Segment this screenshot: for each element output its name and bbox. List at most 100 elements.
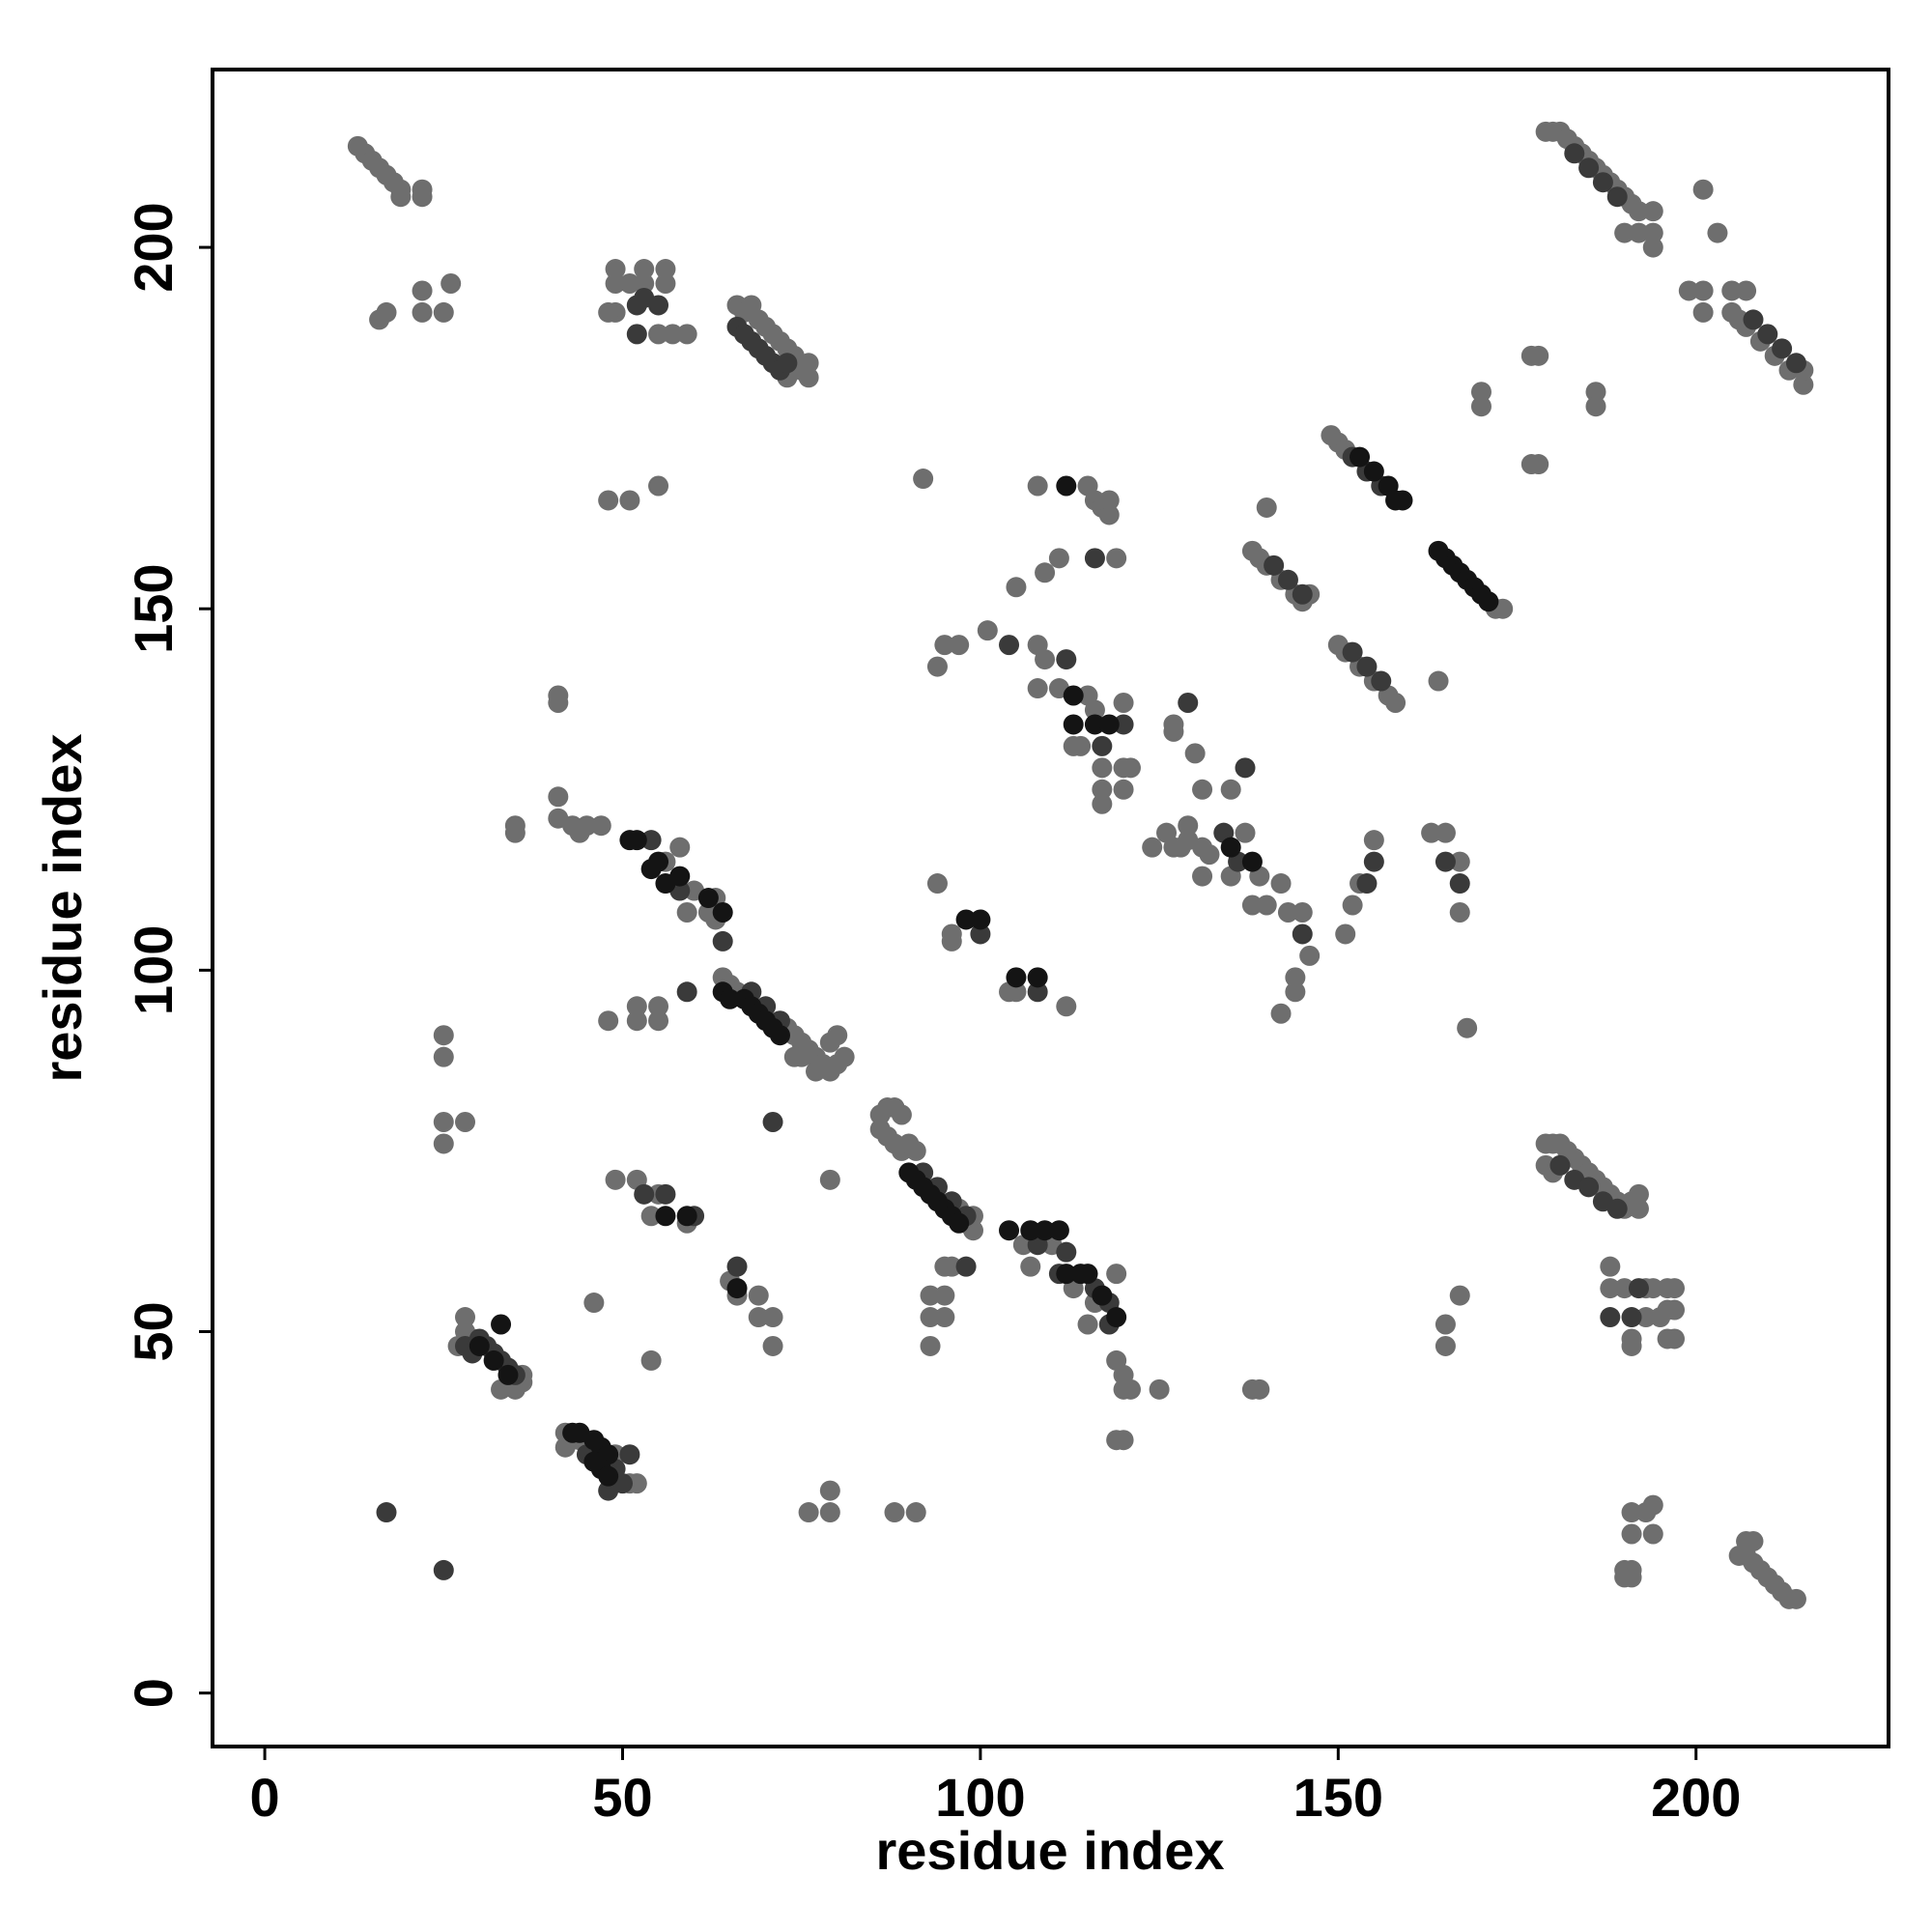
contact-point	[1363, 461, 1384, 482]
contact-point	[1006, 981, 1027, 1003]
contact-point	[1350, 446, 1371, 468]
contact-point	[1098, 504, 1120, 526]
contact-point	[1363, 851, 1384, 872]
contact-point	[1642, 1278, 1663, 1299]
contact-point	[1721, 280, 1743, 301]
contact-point	[1663, 1328, 1685, 1350]
contact-point	[1220, 779, 1241, 800]
contact-point	[1578, 1177, 1600, 1198]
contact-point	[1120, 1378, 1141, 1400]
contact-point	[1549, 1154, 1571, 1176]
contact-point	[1435, 851, 1456, 872]
contact-point	[1092, 793, 1113, 814]
contact-point	[1356, 656, 1378, 677]
contact-point	[376, 1502, 397, 1523]
contact-point	[769, 1025, 790, 1046]
contact-point	[697, 888, 719, 909]
contact-point	[1020, 1220, 1041, 1241]
contact-point	[1106, 1264, 1127, 1285]
contact-point	[934, 1285, 955, 1306]
contact-point	[1470, 382, 1492, 403]
contact-point	[1235, 822, 1256, 843]
contact-point	[970, 909, 991, 930]
contact-point	[1642, 1494, 1663, 1516]
contact-point	[1356, 873, 1378, 895]
contact-point	[1678, 280, 1699, 301]
contact-point	[676, 901, 697, 923]
contact-point	[412, 280, 433, 301]
contact-point	[748, 1307, 769, 1328]
contact-point	[455, 1307, 476, 1328]
contact-point	[1092, 735, 1113, 756]
contact-point	[1098, 714, 1120, 735]
contact-point	[605, 259, 626, 280]
contact-point	[891, 1104, 912, 1125]
plot-frame	[211, 68, 1890, 1748]
contact-point	[1335, 923, 1356, 945]
contact-point	[590, 815, 611, 837]
contact-point	[1457, 1017, 1478, 1038]
contact-point	[1235, 757, 1256, 779]
contact-point	[1163, 721, 1184, 742]
contact-point	[1063, 685, 1084, 706]
contact-point	[1035, 562, 1056, 583]
contact-point	[1077, 1264, 1098, 1285]
contact-point	[1578, 157, 1600, 179]
contact-point	[955, 909, 977, 930]
contact-point	[1435, 1314, 1456, 1335]
contact-point	[949, 635, 970, 656]
contact-point	[640, 830, 662, 851]
contact-point	[1027, 678, 1048, 699]
contact-point	[1178, 692, 1199, 713]
contact-point	[934, 1307, 955, 1328]
contact-point	[433, 1046, 454, 1067]
contact-point	[1048, 1220, 1069, 1241]
contact-point	[955, 1256, 977, 1277]
contact-point	[1056, 1264, 1077, 1285]
contact-point	[1600, 1256, 1621, 1277]
contact-point	[806, 1061, 827, 1082]
contact-point	[634, 272, 655, 294]
contact-point	[1092, 779, 1113, 800]
contact-point	[1421, 822, 1442, 843]
contact-point	[1470, 396, 1492, 417]
contact-point	[605, 272, 626, 294]
contact-point	[1063, 714, 1084, 735]
contact-point	[1785, 353, 1806, 374]
contact-point	[926, 656, 948, 677]
contact-point	[941, 923, 962, 945]
contact-point	[941, 1256, 962, 1277]
contact-point	[1642, 237, 1663, 258]
contact-point	[1113, 692, 1134, 713]
contact-point	[1285, 967, 1306, 988]
contact-point	[762, 1307, 783, 1328]
x-axis-label: residue index	[875, 1820, 1224, 1881]
contact-point	[491, 1314, 512, 1335]
contact-point	[1192, 779, 1213, 800]
contact-point	[1220, 837, 1241, 858]
contact-point	[676, 324, 697, 345]
contact-point	[827, 1025, 848, 1046]
contact-point	[934, 635, 955, 656]
contact-point	[433, 1133, 454, 1154]
contact-point	[626, 996, 647, 1017]
contact-point	[648, 295, 669, 316]
contact-point	[598, 1465, 619, 1487]
contact-point	[469, 1335, 490, 1356]
contact-point	[920, 1307, 941, 1328]
contact-point	[1635, 1307, 1657, 1328]
contact-point	[1027, 475, 1048, 497]
contact-point	[598, 490, 619, 511]
contact-point	[662, 324, 683, 345]
contact-point	[999, 635, 1020, 656]
contact-point	[648, 475, 669, 497]
contact-point	[569, 822, 590, 843]
contact-point	[1435, 1335, 1456, 1356]
contact-point	[626, 830, 647, 851]
contact-point	[1592, 172, 1613, 193]
contact-point	[748, 1285, 769, 1306]
contact-point	[1621, 1502, 1642, 1523]
contact-point	[1056, 1241, 1077, 1263]
x-tick-label: 0	[250, 1767, 280, 1828]
contact-point	[834, 1046, 855, 1067]
